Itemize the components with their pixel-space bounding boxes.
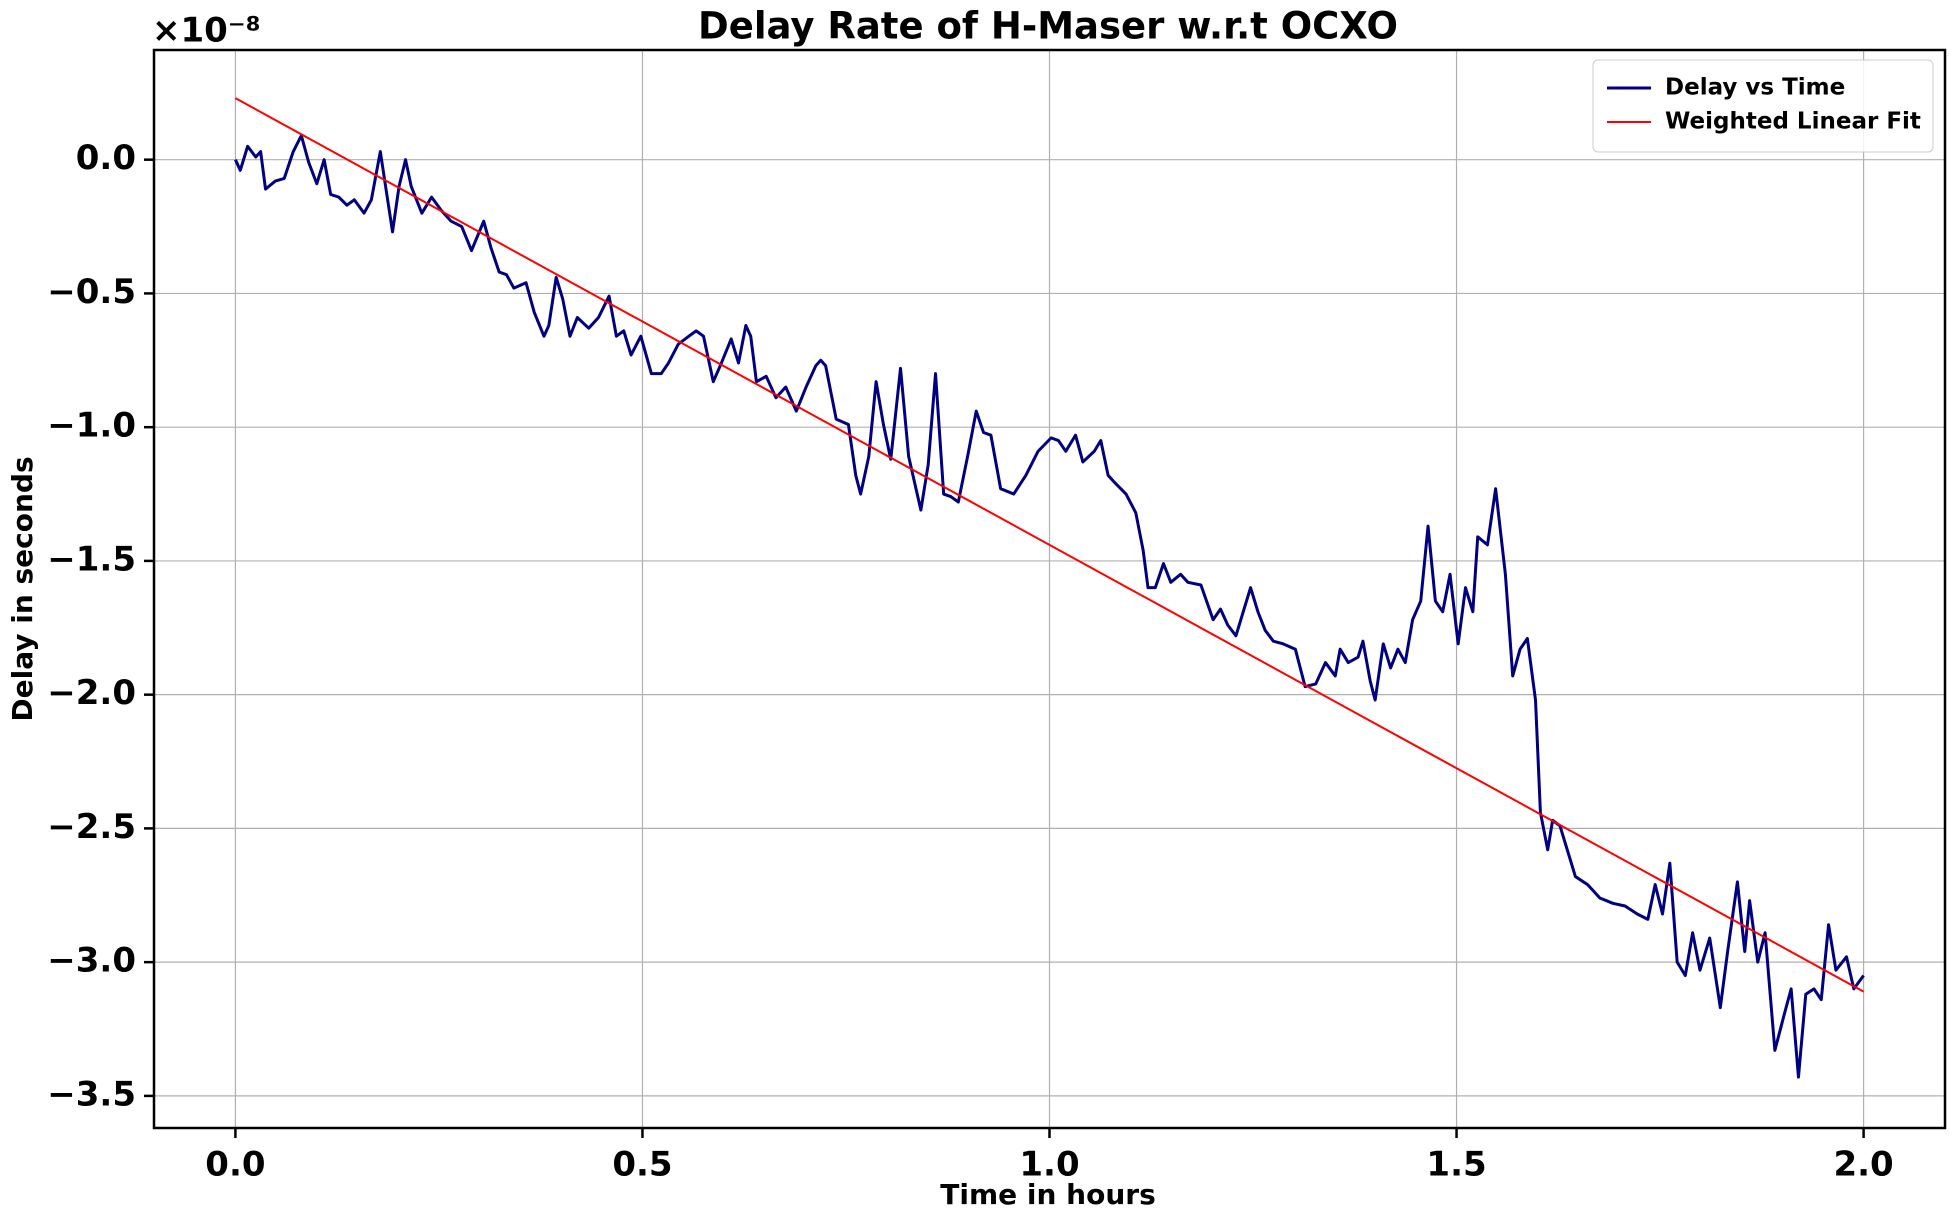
- series-line: [234, 134, 1865, 1079]
- legend-label: Delay vs Time: [1665, 75, 1845, 101]
- y-tick-label: −2.0: [47, 673, 136, 713]
- series-line: [234, 97, 1865, 993]
- y-tick-label: −1.5: [47, 539, 136, 579]
- y-offset-label: ×10⁻⁸: [152, 11, 261, 51]
- y-tick-label: −3.5: [47, 1074, 136, 1114]
- y-tick-label: −1.0: [47, 406, 136, 446]
- x-tick-label: 2.0: [1833, 1145, 1893, 1185]
- y-axis-label: Delay in seconds: [6, 456, 39, 721]
- x-tick-label: 0.0: [205, 1145, 265, 1185]
- y-tick-label: −0.5: [47, 272, 136, 312]
- x-tick-label: 0.5: [612, 1145, 672, 1185]
- x-axis-label: Time in hours: [940, 1178, 1155, 1211]
- chart-title: Delay Rate of H-Maser w.r.t OCXO: [698, 5, 1398, 48]
- legend-label: Weighted Linear Fit: [1665, 109, 1921, 135]
- x-tick-label: 1.0: [1019, 1145, 1079, 1185]
- y-tick-label: 0.0: [76, 138, 136, 178]
- y-tick-label: −3.0: [47, 941, 136, 981]
- plot-frame: [152, 48, 1947, 1130]
- legend-box: [1592, 59, 1934, 153]
- x-tick-label: 1.5: [1426, 1145, 1486, 1185]
- y-tick-label: −2.5: [47, 807, 136, 847]
